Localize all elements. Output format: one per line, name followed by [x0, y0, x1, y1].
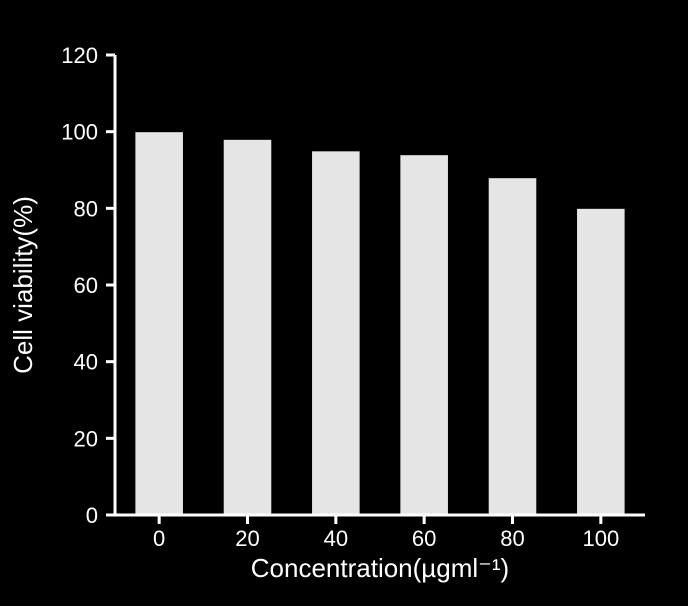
x-tick-label: 100 [582, 526, 619, 551]
y-tick-label: 60 [74, 273, 98, 298]
chart-container: 0 20 40 60 80 100 0 20 40 60 80 100 120 Cell viabilit… [0, 0, 688, 606]
x-tick-label: 20 [235, 526, 259, 551]
x-tick-label: 60 [412, 526, 436, 551]
x-tick-label: 80 [500, 526, 524, 551]
y-tick-label: 40 [74, 350, 98, 375]
bar [312, 151, 361, 515]
bar [400, 155, 449, 515]
y-tick-label: 120 [61, 43, 98, 68]
y-tick-label: 20 [74, 426, 98, 451]
bar [135, 132, 184, 515]
bar [577, 208, 626, 515]
y-tick-label: 0 [86, 503, 98, 528]
y-tick-label: 80 [74, 196, 98, 221]
x-tick-label: 0 [153, 526, 165, 551]
x-axis-label: Concentration(µgml⁻¹) [251, 553, 509, 583]
bar [488, 178, 537, 515]
x-tick-label: 40 [324, 526, 348, 551]
y-tick-label: 100 [61, 120, 98, 145]
y-axis-label: Cell viability(%) [8, 196, 38, 374]
bar [223, 139, 272, 515]
bar-chart: 0 20 40 60 80 100 0 20 40 60 80 100 120 Cell viabilit… [0, 0, 688, 606]
